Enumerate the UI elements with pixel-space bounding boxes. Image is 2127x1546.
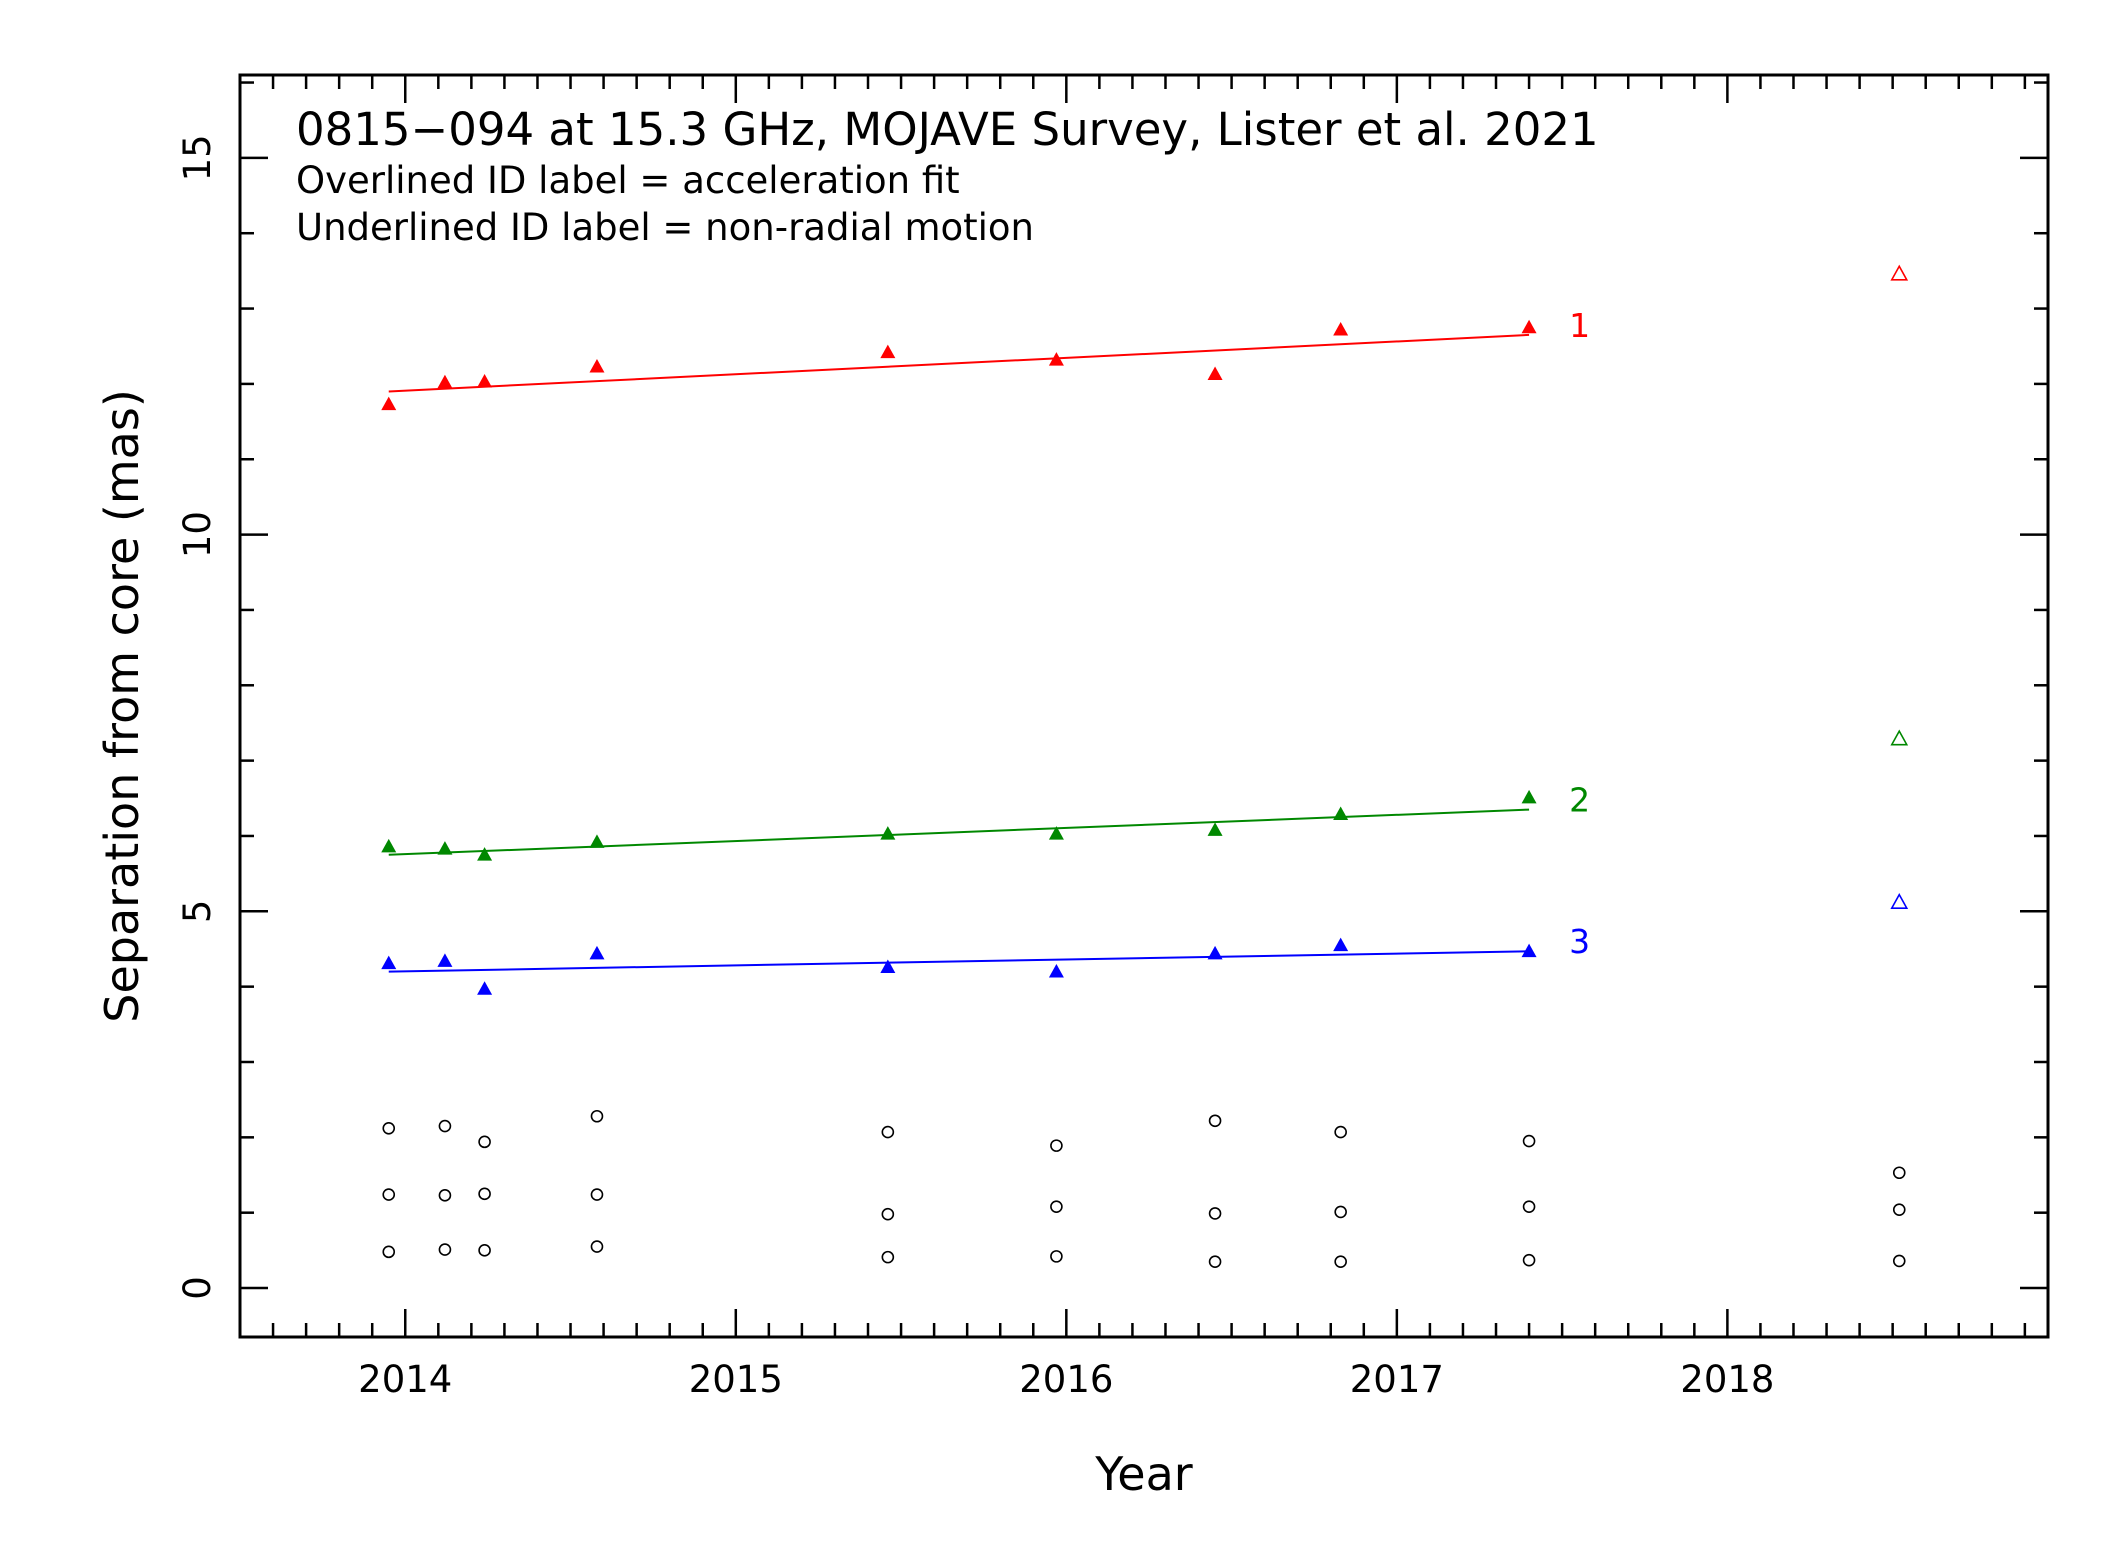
fit-line-2 [388, 808, 1530, 856]
data-markers [381, 264, 1909, 1268]
marker-other-component [881, 1207, 895, 1221]
marker-other-component [382, 1188, 396, 1201]
marker-other-component [1208, 1114, 1222, 1128]
x-tick-label: 2015 [689, 1358, 783, 1401]
marker-component-1 [437, 374, 453, 389]
marker-component-2 [381, 838, 397, 853]
y-axis-label: Separation from core (mas) [95, 389, 149, 1023]
marker-component-3 [477, 981, 493, 995]
plot-frame [238, 73, 2050, 1339]
marker-other-component [1050, 1139, 1063, 1152]
marker-component-3 [1207, 945, 1223, 960]
marker-other-component [1050, 1200, 1063, 1213]
id-label-3: 3 [1569, 922, 1590, 961]
marker-other-component [1050, 1250, 1063, 1263]
marker-other-component [1208, 1207, 1222, 1220]
marker-component-1 [1521, 319, 1537, 334]
marker-other-component [1522, 1134, 1536, 1148]
marker-other-component [438, 1243, 452, 1256]
note-overlined: Overlined ID label = acceleration fit [296, 159, 960, 202]
marker-component-2 [880, 826, 896, 840]
marker-component-2 [477, 847, 493, 861]
marker-component-3 [1048, 963, 1064, 978]
marker-component-1 [589, 358, 605, 373]
marker-unfitted [1890, 893, 1909, 909]
marker-other-component [438, 1189, 452, 1202]
marker-component-2 [1333, 806, 1349, 821]
marker-other-component [1892, 1254, 1906, 1268]
fit-line-1 [388, 333, 1530, 393]
marker-component-1 [880, 344, 896, 359]
marker-other-component [382, 1121, 396, 1135]
marker-other-component [590, 1240, 604, 1253]
fit-lines [388, 333, 1530, 973]
y-tick-label: 15 [176, 134, 219, 181]
marker-other-component [478, 1135, 491, 1149]
marker-other-component [1334, 1255, 1347, 1268]
marker-other-component [590, 1188, 604, 1201]
marker-component-2 [589, 834, 605, 848]
marker-component-3 [589, 945, 605, 960]
marker-other-component [1892, 1166, 1906, 1180]
marker-component-1 [1333, 322, 1349, 336]
marker-other-component [1334, 1125, 1347, 1139]
marker-other-component [478, 1187, 491, 1201]
marker-component-2 [1521, 789, 1537, 804]
x-tick-label: 2016 [1019, 1358, 1113, 1401]
marker-component-1 [381, 396, 397, 411]
x-axis-label: Year [1094, 1447, 1192, 1501]
marker-component-3 [1333, 937, 1349, 952]
id-label-1: 1 [1569, 306, 1590, 345]
marker-other-component [881, 1125, 895, 1139]
y-tick-label: 0 [176, 1276, 219, 1300]
marker-component-2 [1207, 822, 1223, 836]
marker-other-component [1522, 1200, 1536, 1213]
marker-other-component [1892, 1203, 1906, 1216]
tick-labels: 2014 2015 2016 2017 2018 0 5 10 15 [176, 134, 1774, 1401]
marker-component-1 [477, 374, 493, 388]
ticks [238, 75, 2048, 1337]
marker-other-component [382, 1245, 396, 1259]
fit-line-3 [388, 950, 1530, 973]
marker-component-2 [1048, 826, 1064, 840]
marker-other-component [1208, 1255, 1222, 1268]
y-tick-label: 10 [176, 511, 219, 558]
marker-other-component [438, 1119, 452, 1133]
id-label-2: 2 [1569, 781, 1590, 820]
marker-component-1 [1207, 366, 1223, 380]
marker-component-3 [381, 955, 397, 970]
x-tick-label: 2017 [1350, 1358, 1444, 1401]
marker-component-1 [1048, 352, 1064, 366]
id-labels: 1 2 3 [1569, 306, 1590, 961]
marker-component-2 [437, 841, 453, 855]
marker-other-component [590, 1109, 604, 1123]
x-tick-label: 2014 [358, 1358, 452, 1401]
note-underlined: Underlined ID label = non-radial motion [296, 206, 1034, 249]
x-tick-label: 2018 [1680, 1358, 1774, 1401]
marker-other-component [1522, 1253, 1536, 1267]
marker-unfitted [1890, 264, 1909, 281]
marker-component-3 [880, 959, 896, 973]
chart-title: 0815−094 at 15.3 GHz, MOJAVE Survey, Lis… [296, 103, 1599, 156]
marker-other-component [881, 1250, 895, 1264]
y-tick-label: 5 [176, 900, 219, 924]
marker-unfitted [1890, 729, 1909, 746]
marker-component-3 [1521, 943, 1537, 958]
marker-other-component [478, 1244, 491, 1257]
marker-component-3 [437, 953, 453, 967]
marker-other-component [1334, 1205, 1347, 1219]
